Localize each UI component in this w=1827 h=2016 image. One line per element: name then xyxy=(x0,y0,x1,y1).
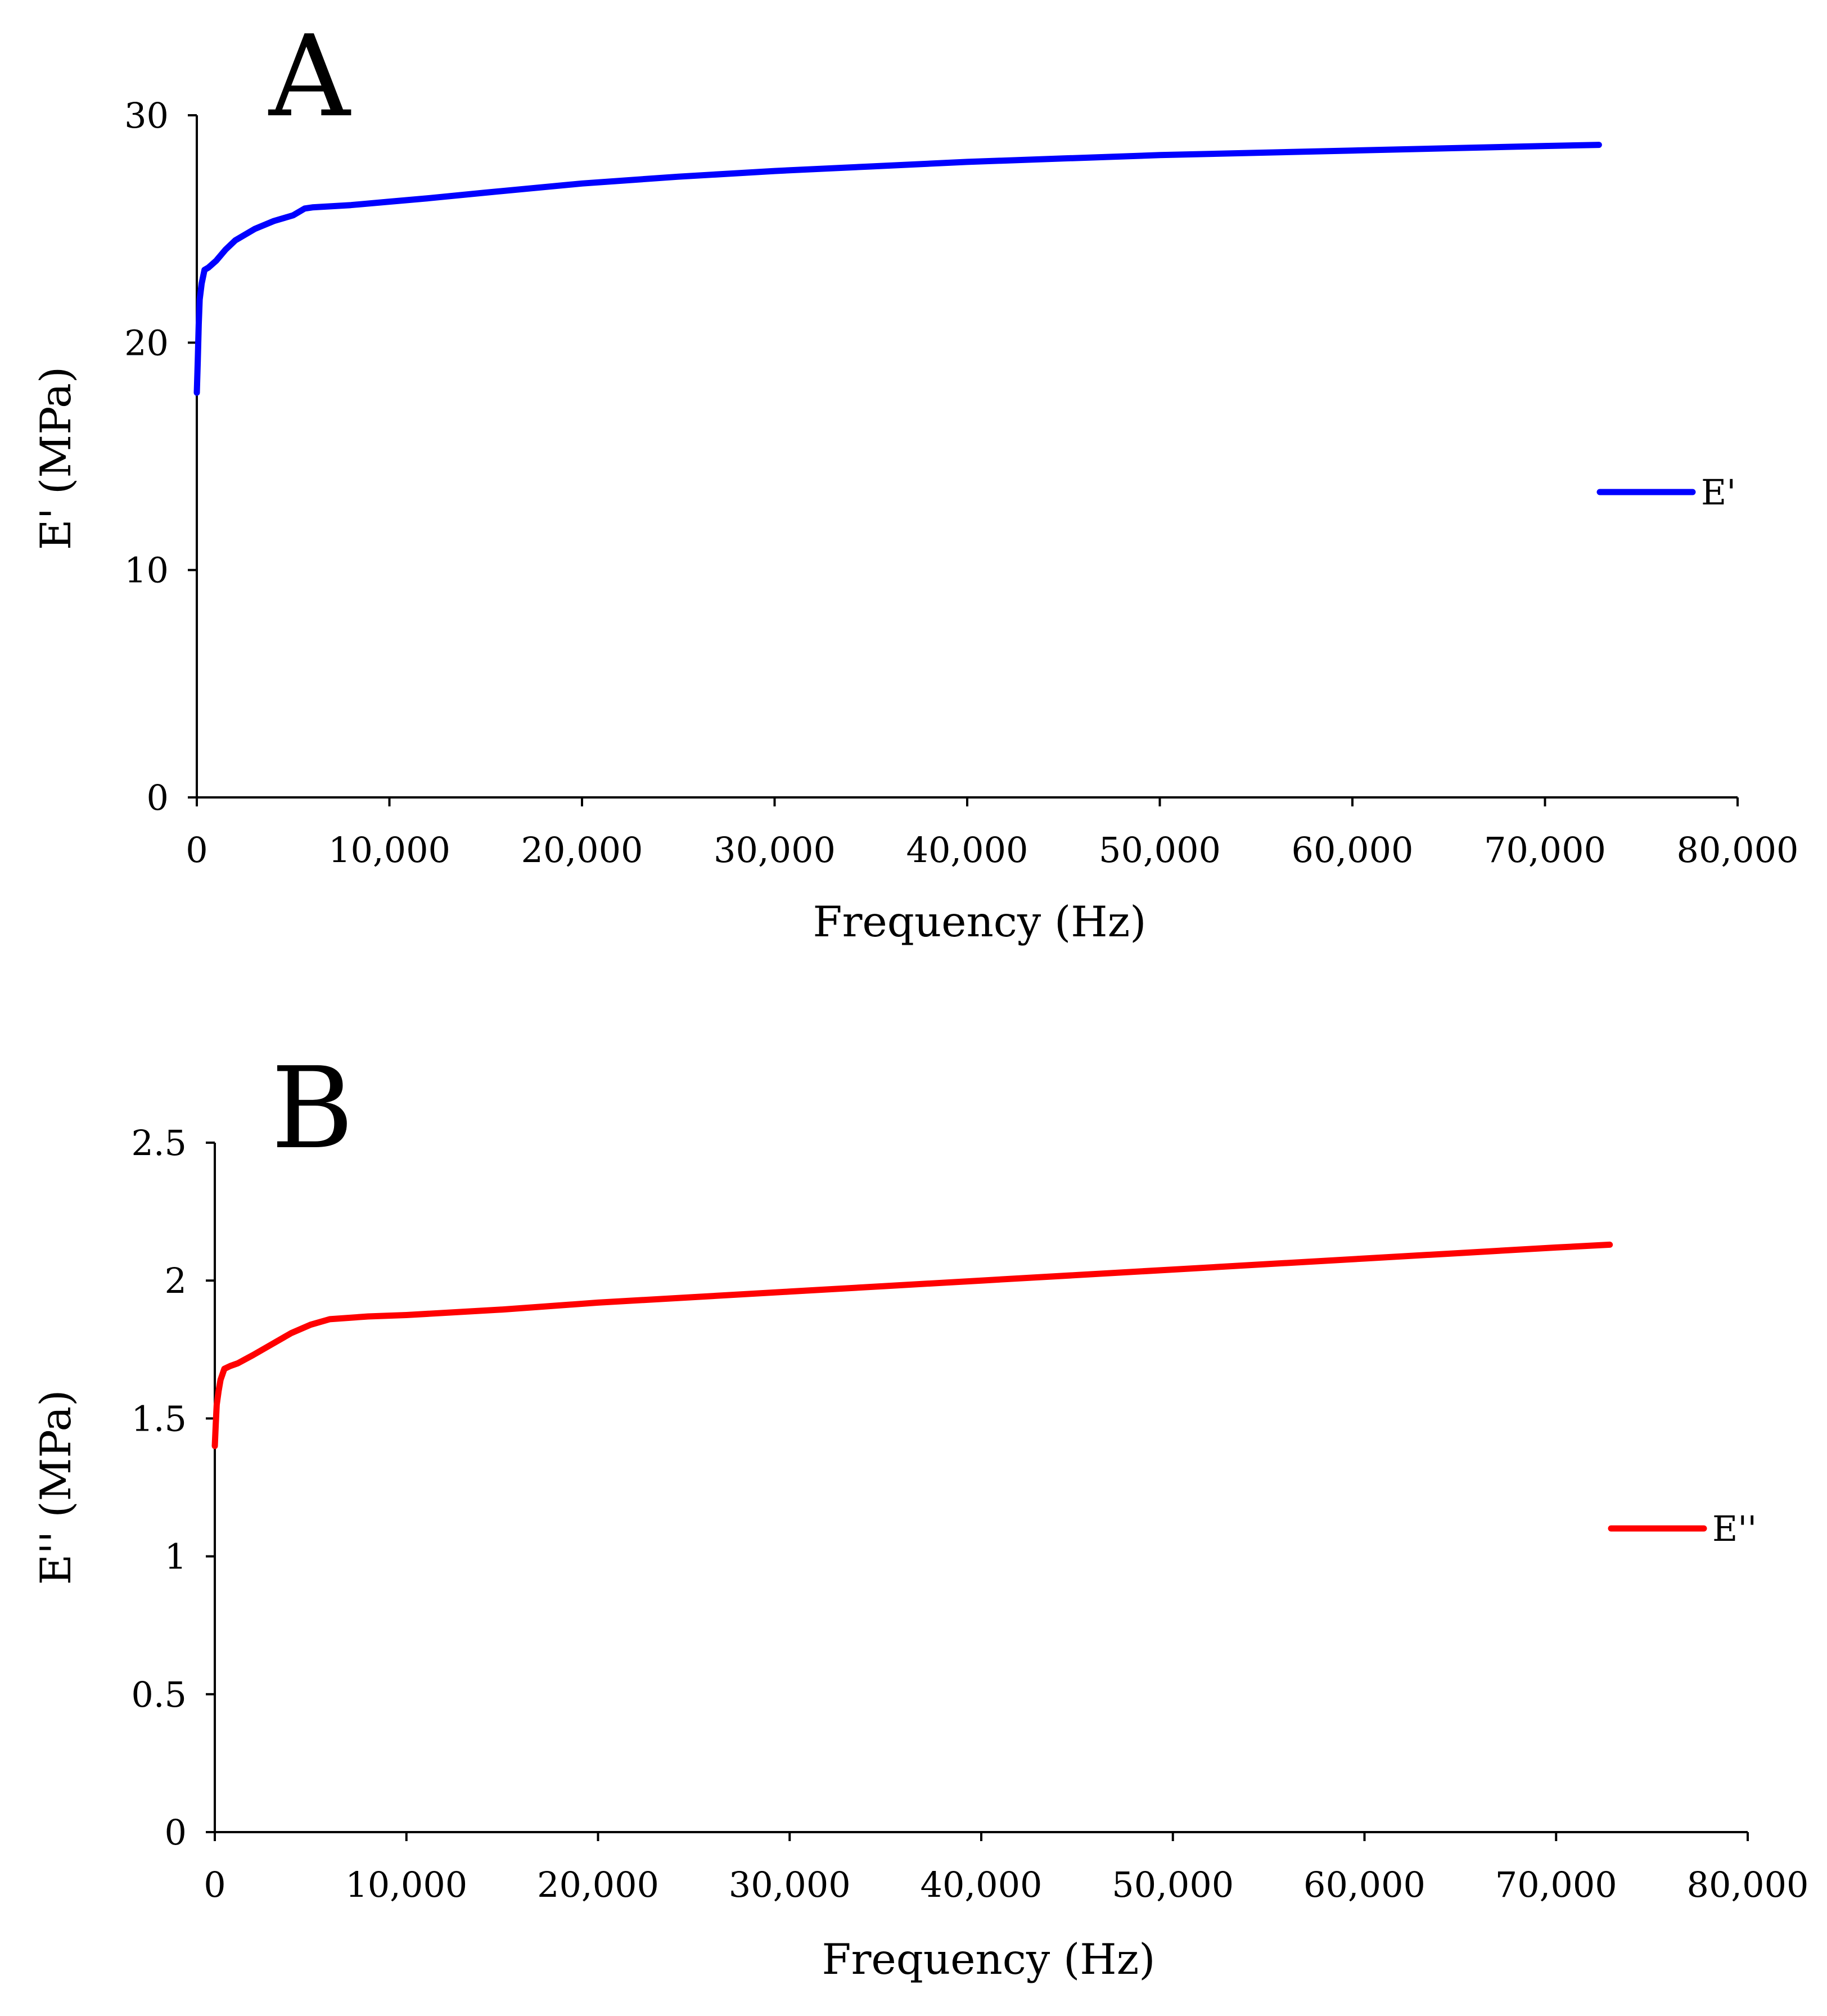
y-tick-label-a: 10 xyxy=(124,550,169,591)
legend-a: E' xyxy=(1596,472,1736,513)
series-line-b xyxy=(211,1241,1613,1449)
panel-label-b: B xyxy=(271,1043,354,1174)
x-tick-label-b: 70,000 xyxy=(1495,1864,1617,1905)
x-tick-label-a: 80,000 xyxy=(1677,829,1799,871)
x-tick-label-b: 60,000 xyxy=(1303,1864,1425,1905)
x-tick-label-a: 10,000 xyxy=(328,829,450,871)
y-tick-label-b: 1.5 xyxy=(131,1398,187,1439)
legend-label-e-double-prime: E'' xyxy=(1712,1508,1757,1549)
x-tick-label-a: 60,000 xyxy=(1292,829,1414,871)
x-tick-labels-a: 0 10,000 20,000 30,000 40,000 50,000 60,000 70,… xyxy=(186,829,1798,871)
y-tick-label-a: 0 xyxy=(147,777,169,818)
x-tick-label-a: 30,000 xyxy=(714,829,836,871)
x-axis-title-b: Frequency (Hz) xyxy=(822,1934,1156,1984)
chart-panel-a: A 0 10 20 30 0 10,000 20,000 30,000 40,000 50,00… xyxy=(31,11,1798,946)
x-tick-label-b: 30,000 xyxy=(729,1864,851,1905)
y-tick-label-b: 0.5 xyxy=(131,1674,187,1715)
panel-label-a: A xyxy=(268,11,351,142)
x-tick-label-b: 80,000 xyxy=(1687,1864,1809,1905)
y-axis-title-a: E' (MPa) xyxy=(31,367,80,550)
x-tick-label-a: 50,000 xyxy=(1099,829,1221,871)
legend-label-e-prime: E' xyxy=(1701,472,1736,513)
x-tick-label-a: 0 xyxy=(186,829,207,871)
x-tick-label-b: 40,000 xyxy=(921,1864,1043,1905)
y-tick-labels-b: 0 0.5 1 1.5 2 2.5 xyxy=(131,1122,187,1853)
chart-panel-b: B 0 0.5 1 1.5 2 2.5 0 10,000 20,000 30,000 40,000… xyxy=(31,1043,1808,1984)
series-layer-b xyxy=(211,1241,1613,1449)
axes-b xyxy=(206,1142,1749,1841)
x-tick-label-b: 20,000 xyxy=(537,1864,659,1905)
x-tick-labels-b: 0 10,000 20,000 30,000 40,000 50,000 60,000 70,… xyxy=(204,1864,1808,1905)
x-tick-label-b: 10,000 xyxy=(345,1864,467,1905)
x-axis-title-a: Frequency (Hz) xyxy=(813,897,1147,946)
legend-b: E'' xyxy=(1608,1508,1757,1549)
series-layer-a xyxy=(193,142,1602,396)
y-tick-label-b: 2.5 xyxy=(131,1122,187,1163)
y-tick-label-b: 0 xyxy=(165,1812,187,1853)
series-line-a xyxy=(193,142,1602,396)
x-tick-label-b: 0 xyxy=(204,1864,225,1905)
y-tick-label-b: 1 xyxy=(165,1536,187,1577)
y-tick-label-a: 30 xyxy=(124,95,169,136)
x-tick-label-a: 40,000 xyxy=(906,829,1028,871)
y-tick-labels-a: 0 10 20 30 xyxy=(124,95,169,818)
y-tick-label-b: 2 xyxy=(165,1260,187,1301)
axes-a xyxy=(188,114,1739,806)
x-tick-label-a: 70,000 xyxy=(1484,829,1606,871)
y-axis-title-b: E'' (MPa) xyxy=(31,1390,80,1585)
x-tick-label-a: 20,000 xyxy=(521,829,643,871)
x-tick-label-b: 50,000 xyxy=(1112,1864,1234,1905)
y-tick-label-a: 20 xyxy=(124,322,169,363)
